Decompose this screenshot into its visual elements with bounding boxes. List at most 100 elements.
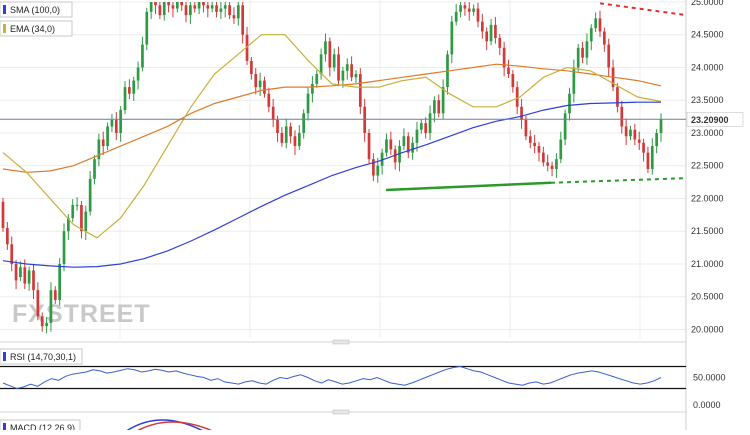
rsi-legend-label: RSI (14,70,30,1) — [10, 352, 76, 362]
indicator-legend-box — [0, 1, 73, 18]
candle-body — [559, 139, 563, 160]
candle-body — [406, 136, 410, 153]
candle-body — [197, 2, 201, 9]
candle-body — [149, 2, 153, 12]
candle-body — [228, 5, 231, 16]
candle-body — [319, 54, 323, 75]
candle-body — [128, 87, 131, 94]
candle-body — [145, 11, 149, 45]
macd-panel: MACD (12,26,9) — [0, 409, 686, 435]
candles — [1, 2, 663, 334]
indicator-lines — [2, 34, 662, 268]
candle-body — [180, 2, 184, 6]
candle-body — [659, 119, 663, 133]
candle-body — [603, 31, 606, 45]
ema-orange-line — [2, 63, 662, 173]
candle-body — [354, 74, 358, 78]
candle-body — [206, 5, 210, 9]
candle-body — [36, 290, 40, 317]
y-tick-label: 25.0000 — [691, 0, 724, 7]
candle-body — [23, 267, 27, 284]
y-tick-label: 20.5000 — [691, 292, 724, 302]
candle-body — [528, 136, 532, 143]
support-projection — [550, 177, 687, 184]
candle-body — [123, 87, 127, 111]
rsi-tick-label: 50.0000 — [693, 373, 726, 383]
candle-body — [485, 31, 489, 42]
candle-body — [258, 80, 262, 88]
candle-body — [250, 60, 253, 75]
price-axis: 25.0000 24.5000 24.0000 23.5000 23.0000 22.50… — [691, 0, 724, 334]
candle-body — [637, 139, 641, 143]
candle-body — [594, 18, 597, 29]
candle-body — [219, 8, 223, 12]
candle-body — [71, 205, 75, 219]
ema34-line — [2, 34, 662, 239]
candle-body — [324, 41, 327, 55]
candle-body — [454, 11, 458, 22]
candle-body — [646, 152, 650, 169]
y-tick-label: 24.5000 — [691, 30, 724, 40]
candle-body — [328, 41, 332, 68]
candle-body — [433, 100, 436, 114]
candle-body — [158, 5, 162, 16]
candle-body — [53, 290, 57, 300]
candle-body — [332, 54, 336, 68]
candle-body — [341, 70, 345, 81]
last-price-text: 23.20900 — [691, 115, 729, 125]
candle-body — [311, 83, 314, 94]
candle-body — [498, 38, 502, 48]
candle-body — [385, 139, 388, 153]
rsi-color-swatch — [3, 352, 6, 361]
sma100-line — [2, 101, 661, 268]
candle-body — [511, 74, 515, 88]
macd-legend-label: MACD (12,26,9) — [10, 423, 75, 430]
candle-body — [524, 119, 528, 137]
last-price-label: 23.20900 — [686, 112, 744, 127]
candle-body — [585, 41, 589, 58]
candle-body — [245, 34, 249, 61]
candle-body — [650, 146, 654, 169]
candle-body — [67, 218, 70, 232]
candle-body — [271, 106, 275, 120]
y-tick-label: 23.0000 — [691, 128, 724, 138]
candle-body — [402, 136, 406, 147]
panel-resize-handle — [332, 409, 350, 415]
candle-body — [97, 139, 101, 160]
candle-body — [171, 5, 175, 9]
candle-body — [537, 146, 541, 153]
candle-body — [132, 80, 136, 94]
candle-body — [236, 5, 240, 19]
indicator-legend-label: EMA (34,0) — [10, 24, 55, 34]
candle-body — [642, 142, 645, 153]
candle-body — [467, 8, 471, 12]
candle-body — [633, 129, 637, 140]
candle-body — [376, 165, 380, 176]
candle-body — [45, 322, 48, 327]
fxstreet-watermark: FXSTREET — [12, 300, 151, 328]
candle-body — [306, 93, 310, 114]
candle-body — [110, 119, 114, 127]
candle-body — [541, 152, 545, 163]
candle-body — [10, 244, 14, 264]
rsi-legend-box — [0, 348, 83, 365]
candle-body — [114, 119, 118, 133]
y-tick-label: 21.5000 — [691, 226, 724, 236]
candle-body — [494, 24, 497, 39]
macd-line — [124, 419, 206, 433]
candle-body — [507, 67, 510, 75]
panel-resize-handle — [332, 339, 350, 345]
y-tick-label: 22.0000 — [691, 193, 724, 203]
candle-body — [607, 44, 611, 68]
candle-body — [315, 74, 319, 84]
candle-body — [476, 8, 480, 22]
candle-body — [184, 5, 188, 16]
candle-body — [88, 178, 92, 212]
y-tick-label: 21.0000 — [691, 259, 724, 269]
candle-body — [515, 87, 519, 107]
candle-body — [106, 126, 109, 147]
candle-body — [40, 316, 44, 327]
indicator-color-swatch — [3, 24, 6, 33]
candle-body — [629, 129, 632, 137]
